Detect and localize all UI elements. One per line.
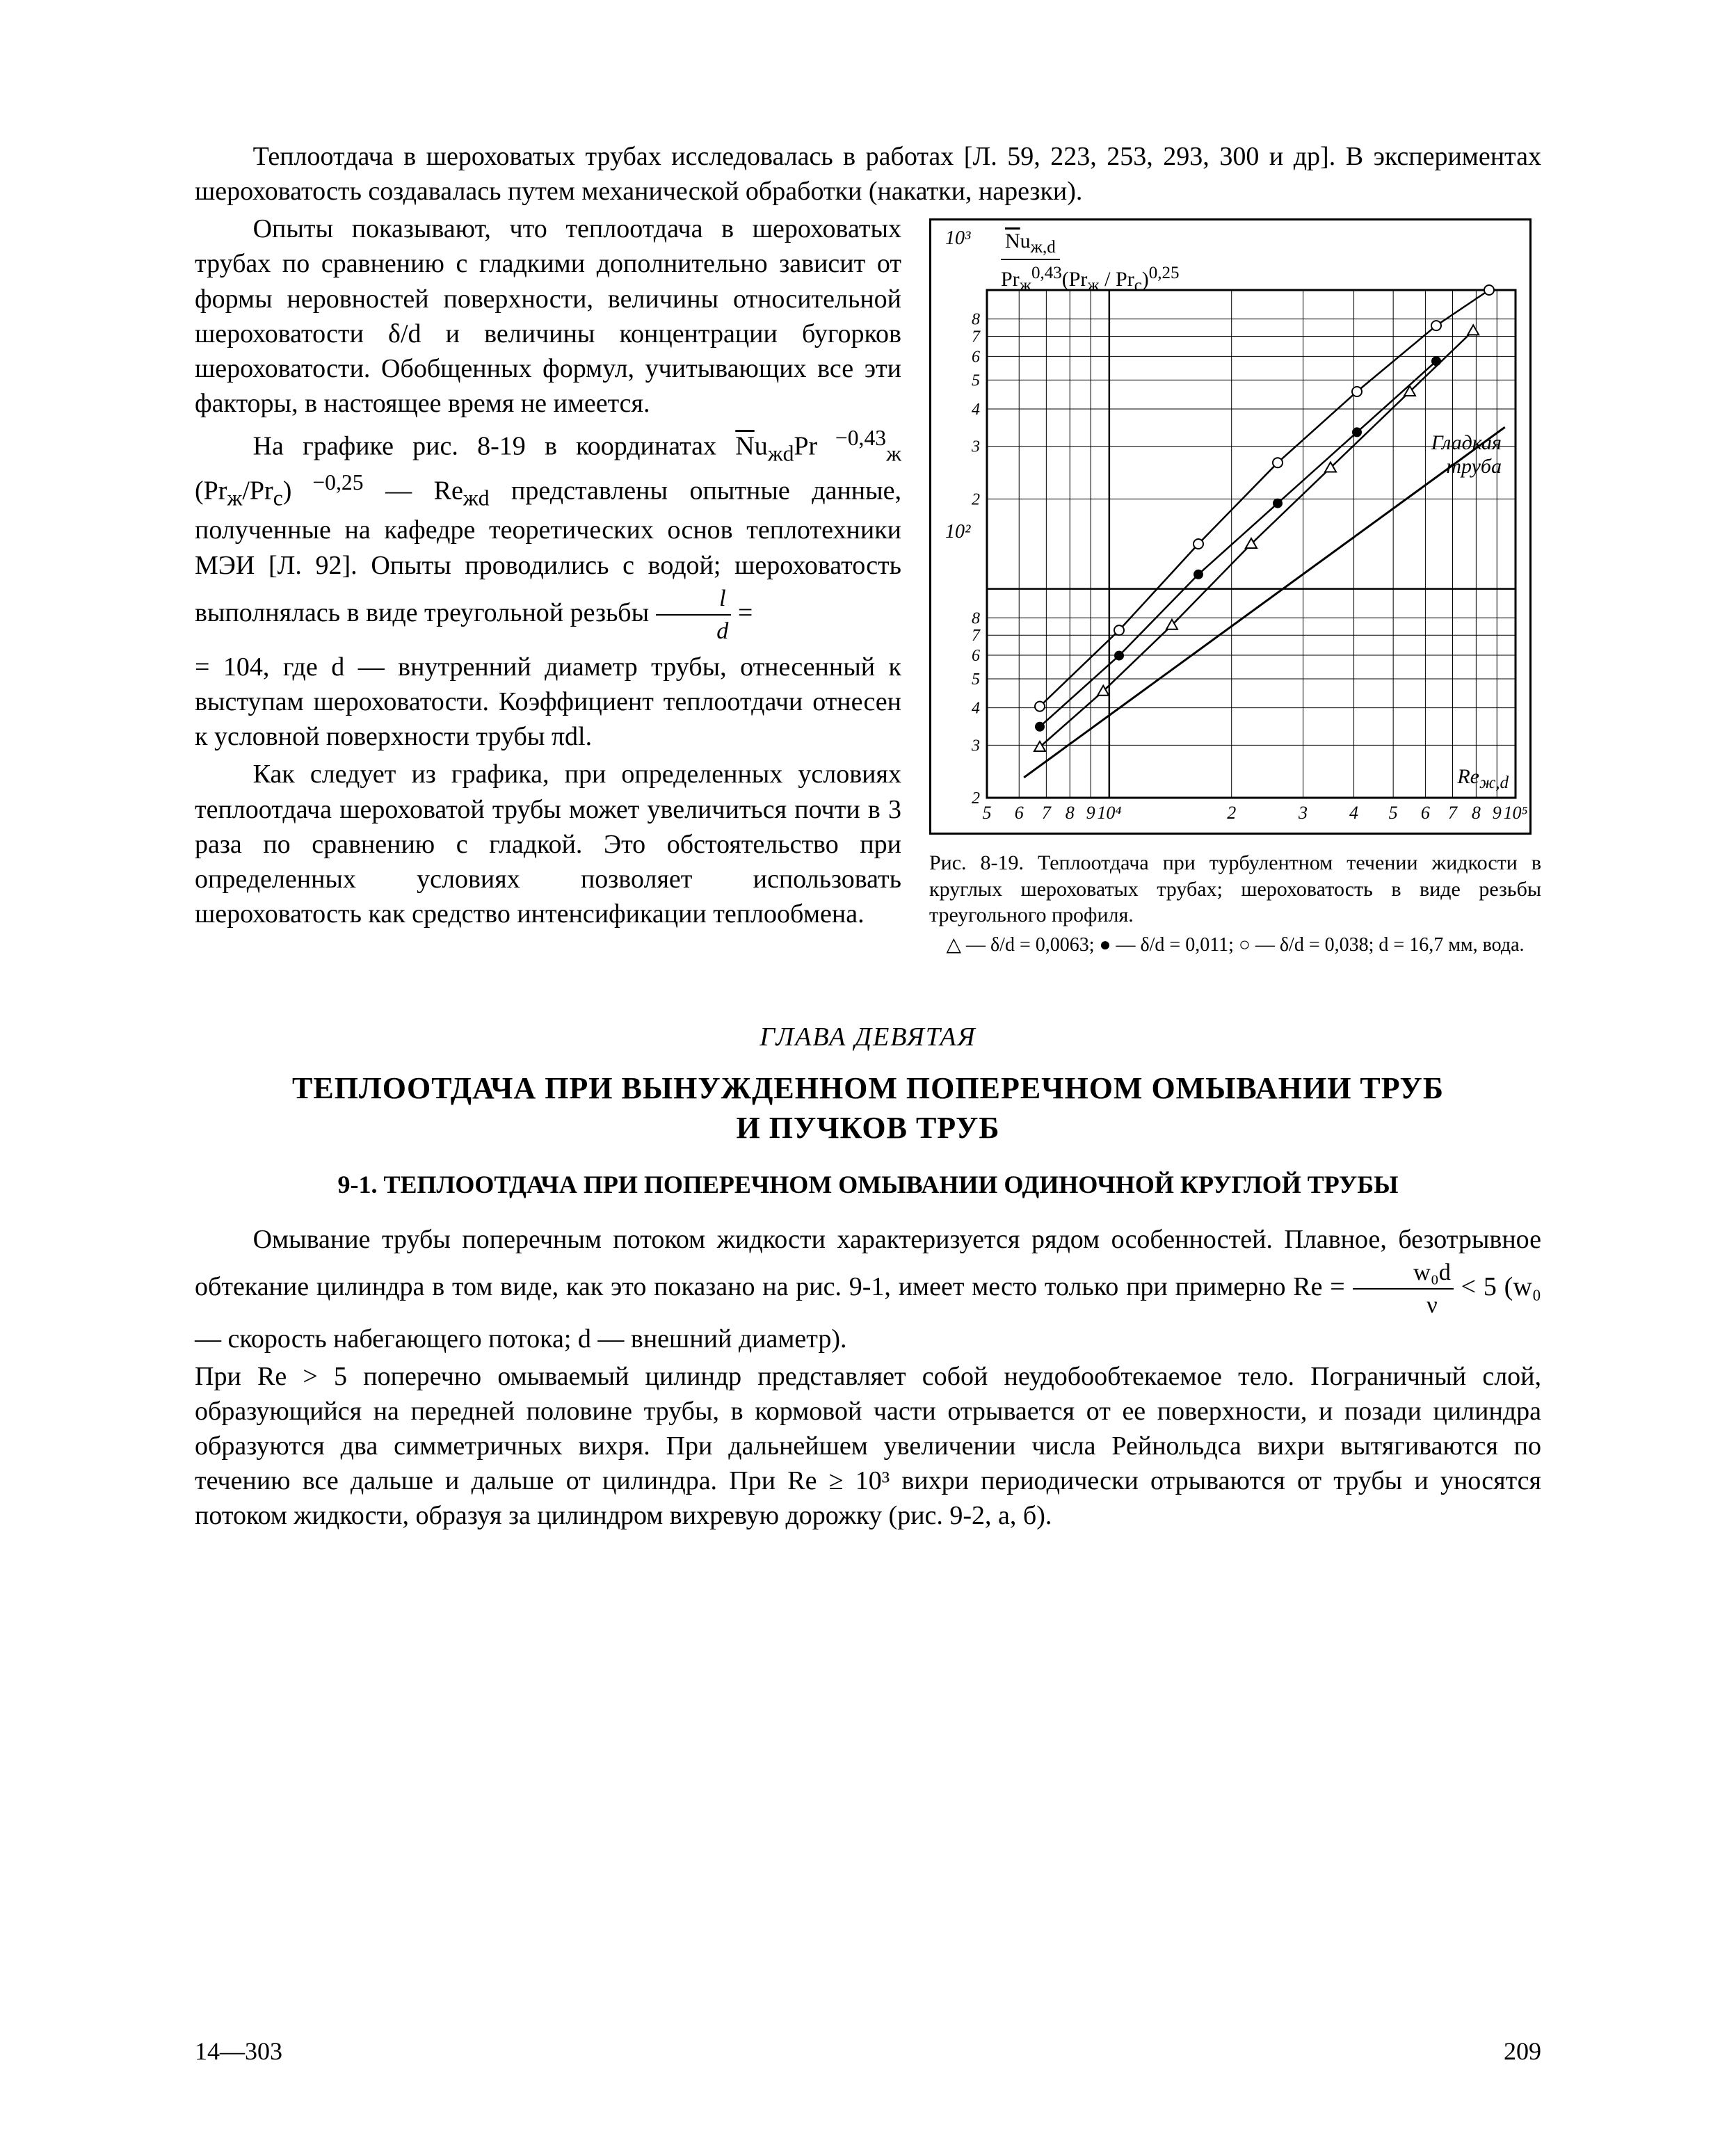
svg-text:6: 6: [972, 647, 980, 665]
svg-text:7: 7: [1042, 803, 1052, 823]
svg-text:5: 5: [983, 803, 992, 823]
svg-text:8: 8: [972, 610, 980, 628]
svg-text:8: 8: [1472, 803, 1481, 823]
svg-text:3: 3: [971, 438, 980, 456]
svg-text:3: 3: [971, 737, 980, 755]
footer-left: 14—303: [195, 2035, 282, 2069]
para-body2-2: При Re > 5 поперечно омываемый цилиндр п…: [195, 1359, 1541, 1534]
para-intro-1: Теплоотдача в шероховатых трубах исследо…: [195, 139, 1541, 209]
svg-text:2: 2: [972, 491, 980, 509]
svg-text:2: 2: [972, 789, 980, 808]
svg-text:5: 5: [1389, 803, 1398, 823]
svg-text:6: 6: [972, 348, 980, 367]
figure-legend: △ — δ/d = 0,0063; ● — δ/d = 0,011; ○ — δ…: [929, 933, 1541, 957]
para-body2-1: Омывание трубы поперечным потоком жидкос…: [195, 1222, 1541, 1356]
svg-text:8: 8: [1066, 803, 1075, 823]
svg-text:4: 4: [1349, 803, 1358, 823]
svg-text:9: 9: [1493, 803, 1502, 823]
svg-text:5: 5: [972, 671, 980, 689]
svg-text:6: 6: [1421, 803, 1430, 823]
svg-text:3: 3: [1298, 803, 1308, 823]
figure-8-19: 5678910⁴2345678910⁵23456782345678 Nuж,d …: [929, 218, 1541, 957]
svg-text:7: 7: [972, 328, 981, 346]
chart-x-label: Reж,d: [1457, 763, 1509, 794]
chapter-label: ГЛАВА ДЕВЯТАЯ: [195, 1020, 1541, 1054]
svg-text:4: 4: [972, 401, 980, 419]
chart-text-smooth2: труба: [1446, 453, 1502, 481]
svg-text:10⁴: 10⁴: [1097, 803, 1121, 823]
svg-text:5: 5: [972, 372, 980, 390]
svg-text:6: 6: [1015, 803, 1024, 823]
svg-text:7: 7: [1448, 803, 1458, 823]
svg-text:10⁵: 10⁵: [1503, 803, 1527, 823]
footer-right: 209: [1504, 2035, 1541, 2069]
svg-text:9: 9: [1086, 803, 1095, 823]
svg-text:7: 7: [972, 627, 981, 645]
section-title: 9-1. ТЕПЛООТДАЧА ПРИ ПОПЕРЕЧНОМ ОМЫВАНИИ…: [334, 1169, 1402, 1201]
svg-text:2: 2: [1227, 803, 1236, 823]
svg-text:8: 8: [972, 311, 980, 329]
figure-caption: Рис. 8-19. Теплоотдача при турбулентном …: [929, 850, 1541, 929]
chapter-title: ТЕПЛООТДАЧА ПРИ ВЫНУЖДЕННОМ ПОПЕРЕЧНОМ О…: [278, 1068, 1458, 1148]
chart-plot-area: 5678910⁴2345678910⁵23456782345678 Nuж,d …: [929, 218, 1532, 835]
svg-text:4: 4: [972, 700, 980, 718]
